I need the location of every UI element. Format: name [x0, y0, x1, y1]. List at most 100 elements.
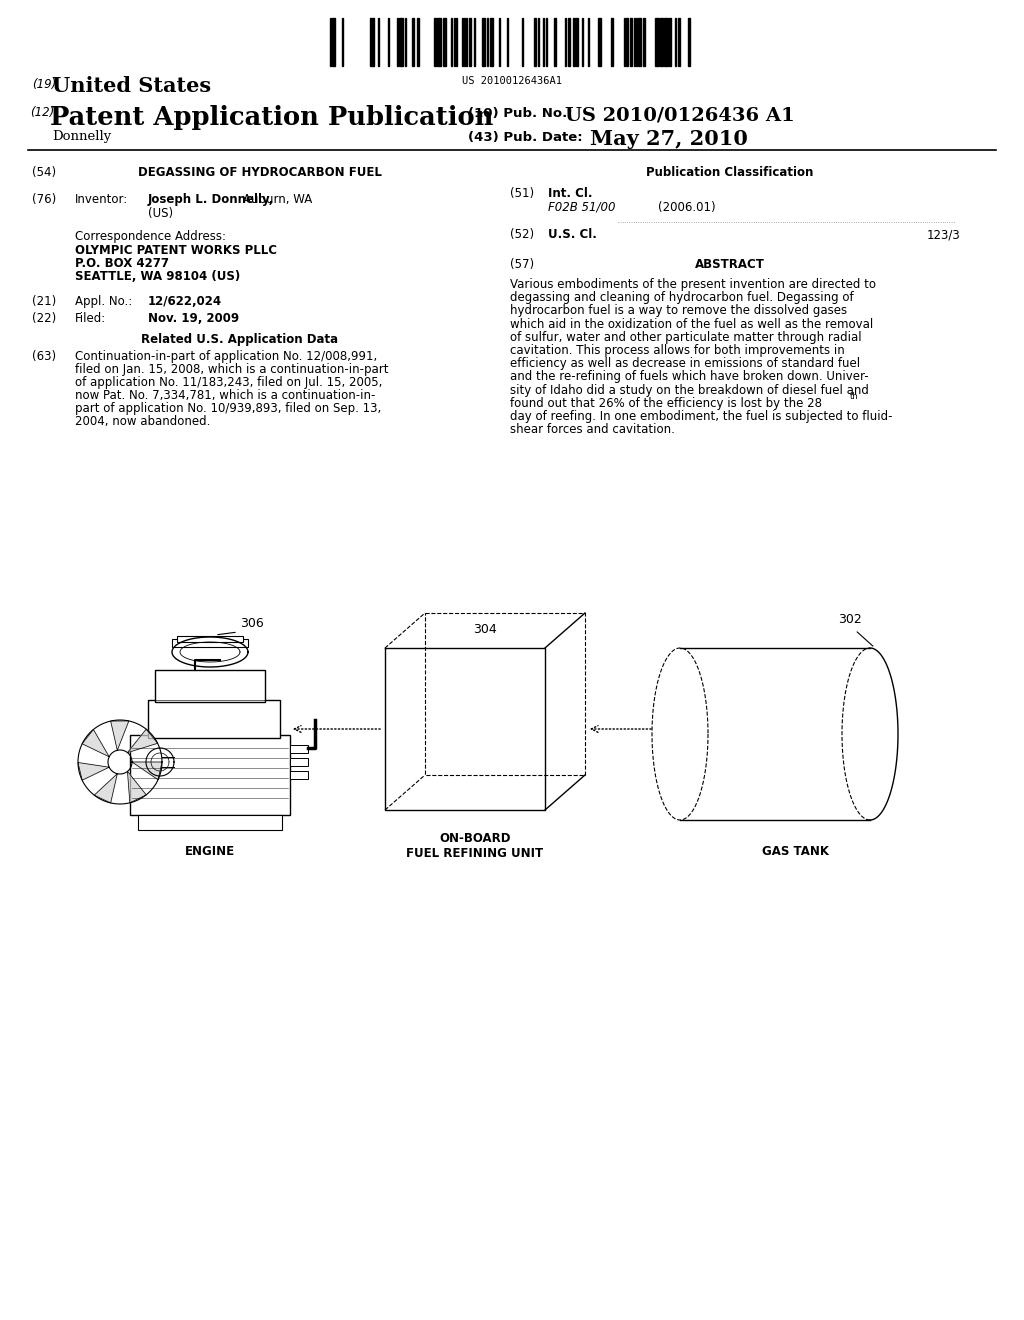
Text: Int. Cl.: Int. Cl. [548, 187, 593, 201]
Bar [643, 18, 645, 66]
Bar [443, 18, 446, 66]
Text: of sulfur, water and other particulate matter through radial: of sulfur, water and other particulate m… [510, 331, 861, 343]
Bar [534, 18, 536, 66]
Text: degassing and cleaning of hydrocarbon fuel. Degassing of: degassing and cleaning of hydrocarbon fu… [510, 292, 854, 304]
Text: Various embodiments of the present invention are directed to: Various embodiments of the present inven… [510, 279, 876, 290]
Polygon shape [127, 729, 158, 752]
Bar [655, 18, 659, 66]
Text: 304: 304 [473, 623, 497, 636]
Bar [554, 18, 556, 66]
Text: US 20100126436A1: US 20100126436A1 [462, 77, 562, 86]
Text: (US): (US) [148, 207, 173, 220]
Text: Inventor:: Inventor: [75, 193, 128, 206]
Text: Joseph L. Donnelly,: Joseph L. Donnelly, [148, 193, 274, 206]
Text: Publication Classification: Publication Classification [646, 166, 814, 180]
Bar [148, 700, 280, 738]
Text: hydrocarbon fuel is a way to remove the dissolved gases: hydrocarbon fuel is a way to remove the … [510, 305, 847, 317]
Bar [177, 636, 243, 642]
Text: (22): (22) [32, 312, 56, 325]
Bar [332, 18, 335, 66]
Text: ON-BOARD
FUEL REFINING UNIT: ON-BOARD FUEL REFINING UNIT [407, 832, 544, 861]
Bar [626, 18, 628, 66]
Bar [575, 18, 578, 66]
Text: which aid in the oxidization of the fuel as well as the removal: which aid in the oxidization of the fuel… [510, 318, 873, 330]
Text: Appl. No.:: Appl. No.: [75, 294, 132, 308]
Bar [469, 18, 471, 66]
Text: P.O. BOX 4277: P.O. BOX 4277 [75, 257, 169, 271]
Text: DEGASSING OF HYDROCARBON FUEL: DEGASSING OF HYDROCARBON FUEL [138, 166, 382, 180]
Text: now Pat. No. 7,334,781, which is a continuation-in-: now Pat. No. 7,334,781, which is a conti… [75, 389, 376, 403]
Bar [490, 18, 493, 66]
Polygon shape [127, 771, 146, 803]
Bar [669, 18, 671, 66]
Bar [482, 18, 485, 66]
Text: U.S. Cl.: U.S. Cl. [548, 228, 597, 242]
Text: OLYMPIC PATENT WORKS PLLC: OLYMPIC PATENT WORKS PLLC [75, 244, 278, 257]
Bar [130, 735, 290, 814]
Polygon shape [82, 730, 110, 756]
Text: 2004, now abandoned.: 2004, now abandoned. [75, 414, 210, 428]
Text: Correspondence Address:: Correspondence Address: [75, 230, 226, 243]
Bar [598, 18, 601, 66]
Text: (51): (51) [510, 187, 535, 201]
Bar [664, 18, 668, 66]
Text: 306: 306 [240, 616, 264, 630]
Bar [568, 18, 570, 66]
Bar [290, 771, 308, 779]
Bar [437, 18, 441, 66]
Bar [172, 639, 248, 647]
Text: th: th [850, 392, 859, 401]
Text: ENGINE: ENGINE [185, 845, 236, 858]
Polygon shape [111, 721, 129, 750]
Bar [290, 744, 308, 752]
Bar [688, 18, 690, 66]
Text: Filed:: Filed: [75, 312, 106, 325]
Text: 123/3: 123/3 [927, 228, 961, 242]
Text: Related U.S. Application Data: Related U.S. Application Data [141, 333, 339, 346]
Text: (2006.01): (2006.01) [658, 201, 716, 214]
Text: Nov. 19, 2009: Nov. 19, 2009 [148, 312, 240, 325]
Text: (76): (76) [32, 193, 56, 206]
Text: day of reefing. In one embodiment, the fuel is subjected to fluid-: day of reefing. In one embodiment, the f… [510, 411, 893, 422]
Text: GAS TANK: GAS TANK [762, 845, 828, 858]
Text: (52): (52) [510, 228, 535, 242]
Text: efficiency as well as decrease in emissions of standard fuel: efficiency as well as decrease in emissi… [510, 358, 860, 370]
Bar [370, 18, 374, 66]
Text: F02B 51/00: F02B 51/00 [548, 201, 615, 214]
Polygon shape [94, 774, 118, 803]
Text: cavitation. This process allows for both improvements in: cavitation. This process allows for both… [510, 345, 845, 356]
Text: (63): (63) [32, 350, 56, 363]
Text: Continuation-in-part of application No. 12/008,991,: Continuation-in-part of application No. … [75, 350, 377, 363]
Bar [638, 18, 641, 66]
Bar [138, 814, 282, 830]
Text: (43) Pub. Date:: (43) Pub. Date: [468, 131, 583, 144]
Text: Patent Application Publication: Patent Application Publication [50, 106, 494, 129]
Text: and the re-refining of fuels which have broken down. Univer-: and the re-refining of fuels which have … [510, 371, 868, 383]
Text: US 2010/0126436 A1: US 2010/0126436 A1 [565, 106, 795, 124]
Text: 302: 302 [838, 612, 862, 626]
Bar [611, 18, 613, 66]
Bar [399, 18, 403, 66]
Text: May 27, 2010: May 27, 2010 [590, 129, 748, 149]
Text: Donnelly: Donnelly [52, 129, 112, 143]
Text: Auburn, WA: Auburn, WA [243, 193, 312, 206]
Text: (12): (12) [30, 106, 54, 119]
Text: shear forces and cavitation.: shear forces and cavitation. [510, 424, 675, 436]
Polygon shape [78, 763, 110, 780]
Text: SEATTLE, WA 98104 (US): SEATTLE, WA 98104 (US) [75, 271, 241, 282]
Text: (19): (19) [32, 78, 56, 91]
Text: 12/622,024: 12/622,024 [148, 294, 222, 308]
Bar [573, 18, 575, 66]
Text: United States: United States [52, 77, 211, 96]
Text: (54): (54) [32, 166, 56, 180]
Text: found out that 26% of the efficiency is lost by the 28: found out that 26% of the efficiency is … [510, 397, 822, 409]
Text: (10) Pub. No.:: (10) Pub. No.: [468, 107, 572, 120]
Text: filed on Jan. 15, 2008, which is a continuation-in-part: filed on Jan. 15, 2008, which is a conti… [75, 363, 388, 376]
Text: of application No. 11/183,243, filed on Jul. 15, 2005,: of application No. 11/183,243, filed on … [75, 376, 382, 389]
Bar [155, 671, 265, 702]
Polygon shape [132, 762, 162, 780]
Text: ABSTRACT: ABSTRACT [695, 257, 765, 271]
Bar [660, 18, 663, 66]
Bar [290, 758, 308, 766]
Bar [434, 18, 436, 66]
